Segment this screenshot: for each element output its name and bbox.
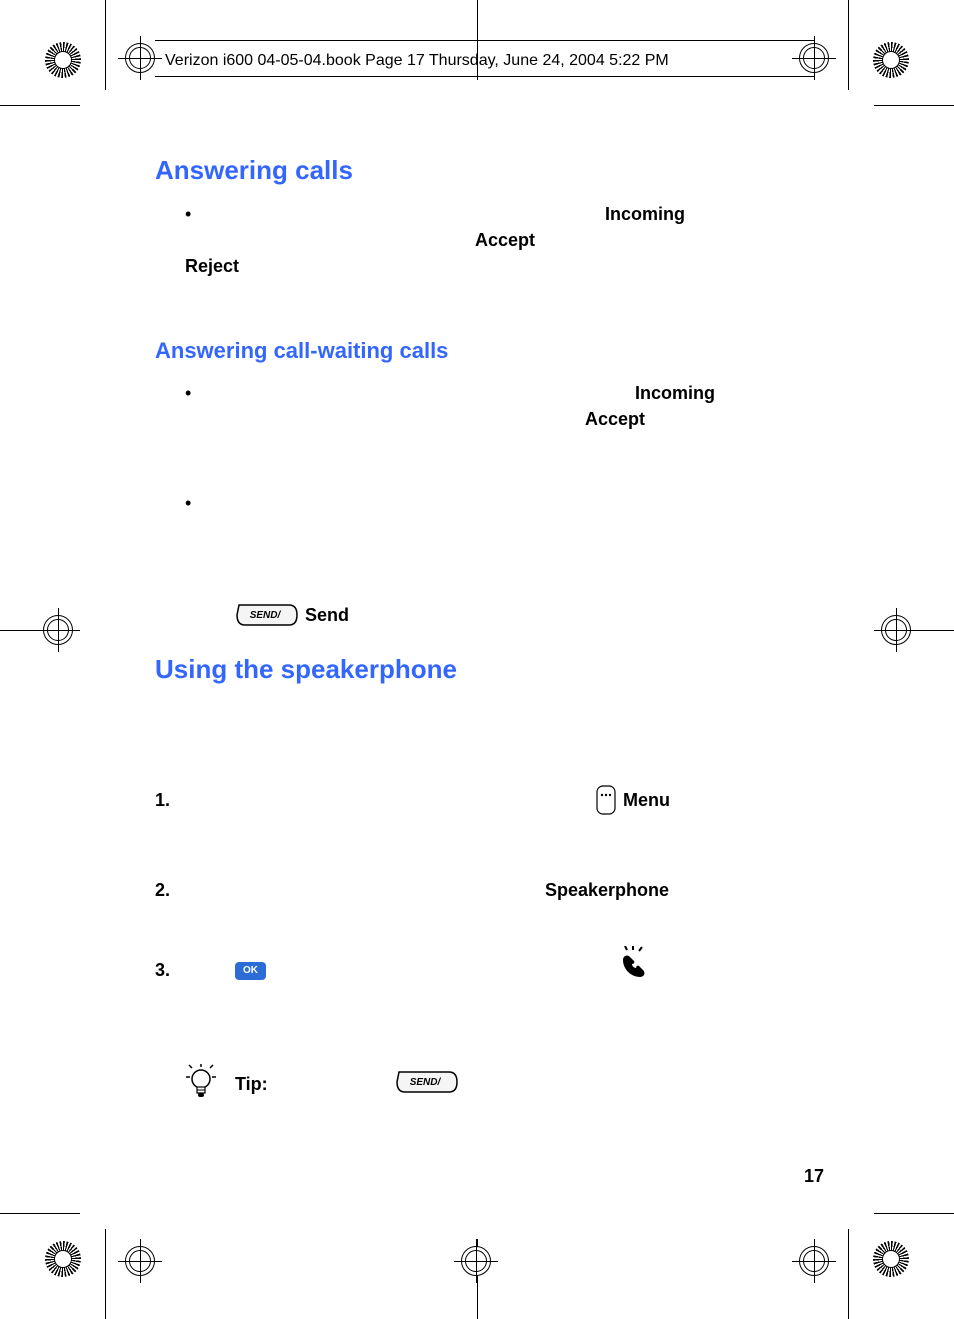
heading-answering-calls: Answering calls [155,152,855,188]
crop-line-right [848,0,849,90]
svg-text:SEND/: SEND/ [250,610,282,621]
crosshair-icon [880,614,912,646]
bullet-item: SEND/ Send [185,491,855,601]
send-key-icon: SEND/ [395,1068,459,1103]
label-accept: Accept [475,228,535,253]
label-send: Send [305,603,349,628]
label-menu: Menu [623,788,670,813]
registration-mark-icon [45,1241,81,1277]
lightbulb-icon [185,1064,217,1109]
label-incoming: Incoming [605,202,685,227]
page-content: Answering calls Incoming Accept Reject A… [155,140,855,1108]
heading-speakerphone: Using the speakerphone [155,651,855,687]
speakerphone-icon [615,946,647,989]
crop-line-bottom [0,1213,80,1214]
label-incoming: Incoming [635,381,715,406]
label-tip: Tip: [235,1072,268,1097]
page-number: 17 [804,1166,824,1187]
send-key-icon: SEND/ [235,601,299,636]
header-rule-bottom [155,76,815,77]
step-1: 1. Menu [155,788,855,828]
menu-key-icon [595,784,617,823]
registration-mark-icon [873,1241,909,1277]
ok-button-icon: OK [235,962,266,980]
crosshair-icon [798,1245,830,1277]
bullet-item: Incoming Accept [185,381,855,421]
crop-line-right [848,1229,849,1319]
crosshair-icon [124,42,156,74]
step-number: 1. [155,788,185,813]
crop-line-left [105,1229,106,1319]
page-header-text: Verizon i600 04-05-04.book Page 17 Thurs… [155,44,825,78]
crosshair-icon [460,1245,492,1277]
crop-line-top [874,105,954,106]
svg-text:SEND/: SEND/ [410,1077,442,1088]
step-number: 3. [155,958,185,983]
registration-mark-icon [873,42,909,78]
step-3: 3. OK [155,958,855,998]
crosshair-icon [42,614,74,646]
label-speakerphone: Speakerphone [545,878,669,903]
crop-line-top [0,105,80,106]
tip-row: Tip: SEND/ [155,1068,855,1108]
bullet-item: Incoming Accept Reject [185,202,855,272]
crop-line-bottom [874,1213,954,1214]
heading-call-waiting: Answering call-waiting calls [155,336,855,367]
step-2: 2. Speakerphone [155,878,855,908]
label-reject: Reject [185,254,239,279]
crosshair-icon [124,1245,156,1277]
label-accept: Accept [585,407,645,432]
step-number: 2. [155,878,185,903]
registration-mark-icon [45,42,81,78]
header-rule-top [155,40,815,41]
crop-line-left [105,0,106,90]
